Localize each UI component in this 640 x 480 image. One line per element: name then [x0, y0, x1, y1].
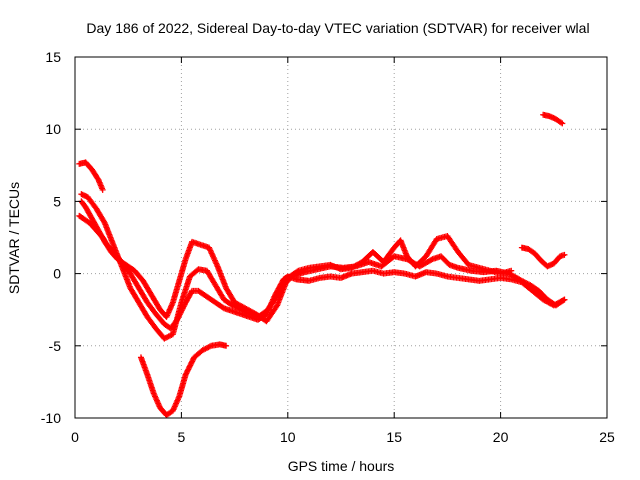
x-tick-label: 15	[386, 429, 402, 445]
chart-title: Day 186 of 2022, Sidereal Day-to-day VTE…	[86, 20, 589, 36]
data-point	[189, 357, 196, 364]
data-point	[188, 359, 195, 366]
x-tick-label: 20	[493, 429, 509, 445]
data-point	[184, 367, 191, 374]
data-point	[99, 186, 106, 193]
y-tick-label: 5	[53, 193, 61, 209]
x-tick-label: 25	[599, 429, 615, 445]
y-tick-label: 0	[53, 266, 61, 282]
data-points	[76, 111, 568, 419]
data-point	[559, 120, 566, 127]
x-tick-label: 0	[71, 429, 79, 445]
data-point	[101, 218, 108, 225]
data-point	[189, 358, 196, 365]
data-point	[182, 371, 189, 378]
data-point	[561, 251, 568, 258]
series-track-g	[540, 111, 566, 127]
x-tick-label: 5	[178, 429, 186, 445]
data-point	[185, 366, 192, 373]
plot-frame	[74, 56, 608, 419]
data-point	[294, 268, 301, 275]
series-track-c	[78, 198, 515, 325]
data-point	[187, 361, 194, 368]
grid-lines	[75, 57, 607, 418]
y-tick-label: 10	[45, 121, 61, 137]
axis-ticks: 0 5 10 15 20 25 -10 -5 0 5 10 15	[41, 49, 615, 445]
data-point	[508, 267, 515, 274]
data-point	[185, 365, 192, 372]
series-track-d	[76, 159, 106, 193]
data-point	[183, 369, 190, 376]
y-tick-label: 15	[45, 49, 61, 65]
series-track-e	[137, 341, 230, 419]
data-point	[186, 363, 193, 370]
data-point	[561, 296, 568, 303]
data-point	[187, 362, 194, 369]
data-point	[560, 297, 567, 304]
y-tick-label: -10	[41, 410, 61, 426]
data-point	[183, 370, 190, 377]
data-point	[428, 256, 435, 263]
x-tick-label: 10	[280, 429, 296, 445]
data-point	[223, 342, 230, 349]
y-tick-label: -5	[49, 338, 62, 354]
x-axis-label: GPS time / hours	[288, 458, 395, 474]
data-point	[558, 119, 565, 126]
y-axis-label: SDTVAR / TECUs	[6, 182, 22, 294]
series-track-f	[518, 244, 568, 270]
